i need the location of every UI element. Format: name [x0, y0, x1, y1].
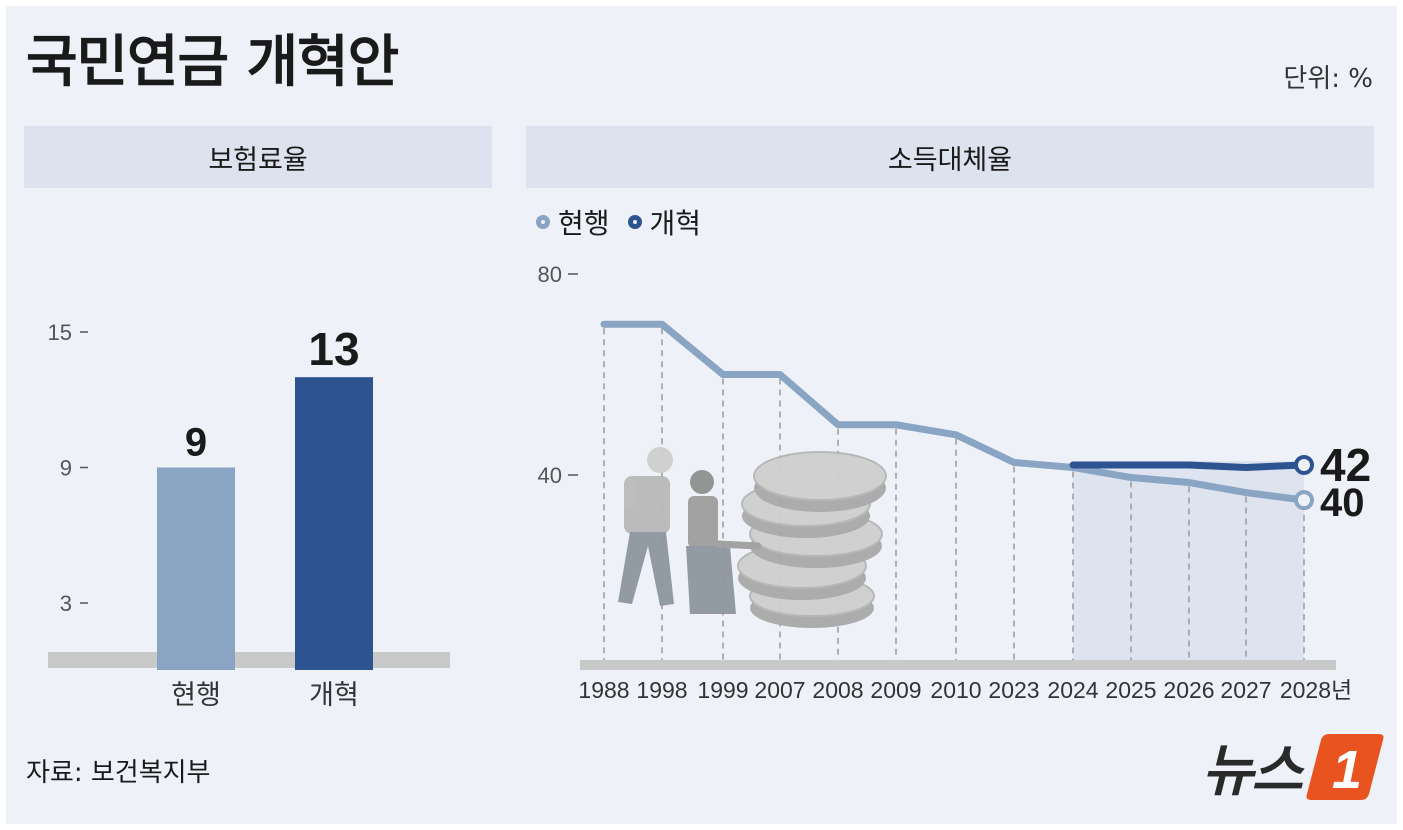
line-chart-legend: 현행 개혁	[536, 202, 701, 242]
elderly-woman-arm	[714, 540, 762, 550]
legend-label-reform: 개혁	[649, 207, 702, 240]
line-y-tick-label: 80	[538, 262, 562, 287]
legend-marker-reform	[627, 215, 642, 229]
infographic-canvas: 국민연금 개혁안 단위: % 보험료율 소득대체율 현행 개혁 15 9 3 9 현행 1…	[6, 6, 1397, 824]
legend-label-current: 현행	[558, 207, 610, 240]
legend-marker-current	[536, 215, 550, 229]
elderly-woman-head	[690, 470, 714, 494]
series-line-current	[600, 320, 1308, 504]
logo-badge-label: 1	[1332, 740, 1362, 800]
section-header-contribution-rate-label: 보험료율	[208, 144, 308, 176]
news1-logo: 뉴스 1	[1202, 726, 1385, 807]
x-tick-label: 2027	[1220, 677, 1271, 703]
elderly-man-legs	[618, 532, 674, 606]
logo-badge-icon: 1	[1306, 733, 1384, 800]
bar-value-label: 9	[185, 421, 207, 465]
unit-label: 단위: %	[1283, 64, 1373, 94]
x-tick-label: 2023	[988, 677, 1039, 703]
bar-y-tick-label: 3	[60, 591, 72, 616]
series-end-point-current	[1294, 490, 1314, 511]
x-tick-label: 1998	[636, 677, 687, 703]
line-y-tick-label: 40	[538, 463, 562, 488]
bar-category-label: 현행	[171, 680, 221, 710]
line-baseline	[580, 660, 1336, 670]
bar-category-label: 개혁	[309, 680, 359, 710]
bar-y-tick-label: 9	[60, 456, 72, 481]
x-tick-label: 2024	[1047, 677, 1098, 703]
bar-value-label: 13	[308, 323, 359, 375]
x-tick-label: 2007	[754, 677, 805, 703]
x-tick-label: 2009	[870, 677, 921, 703]
section-header-replacement-rate: 소득대체율	[526, 126, 1374, 188]
series-end-label-current: 40	[1320, 481, 1365, 525]
x-tick-label: 1999	[697, 677, 748, 703]
x-tick-label: 1988	[578, 677, 629, 703]
bar-reform	[295, 377, 373, 670]
elderly-man-body	[624, 476, 670, 534]
page-title: 국민연금 개혁안	[26, 30, 399, 95]
series-line-reform	[1069, 461, 1308, 471]
x-tick-label: 2010	[930, 677, 981, 703]
coin-icon	[753, 451, 887, 501]
source-note: 자료: 보건복지부	[26, 758, 211, 788]
section-header-replacement-rate-label: 소득대체율	[887, 144, 1013, 176]
series-end-label-reform: 42	[1320, 439, 1371, 491]
bar-y-tick-label: 15	[48, 320, 72, 345]
bar-current	[157, 467, 235, 670]
elderly-couple-coins-illustration	[618, 447, 887, 628]
x-tick-label: 2008	[812, 677, 863, 703]
x-tick-label: 2025	[1105, 677, 1156, 703]
logo-wordmark: 뉴스	[1202, 739, 1303, 804]
elderly-woman-skirt	[686, 546, 736, 614]
x-tick-label: 2028년	[1280, 677, 1352, 703]
section-header-contribution-rate: 보험료율	[24, 126, 492, 188]
series-end-point-reform	[1294, 454, 1314, 475]
elderly-man-head	[647, 447, 673, 473]
contribution-rate-bar-chart: 15 9 3 9 현행 13 개혁	[48, 320, 450, 710]
elderly-woman-body	[688, 496, 718, 548]
x-tick-label: 2026	[1163, 677, 1214, 703]
